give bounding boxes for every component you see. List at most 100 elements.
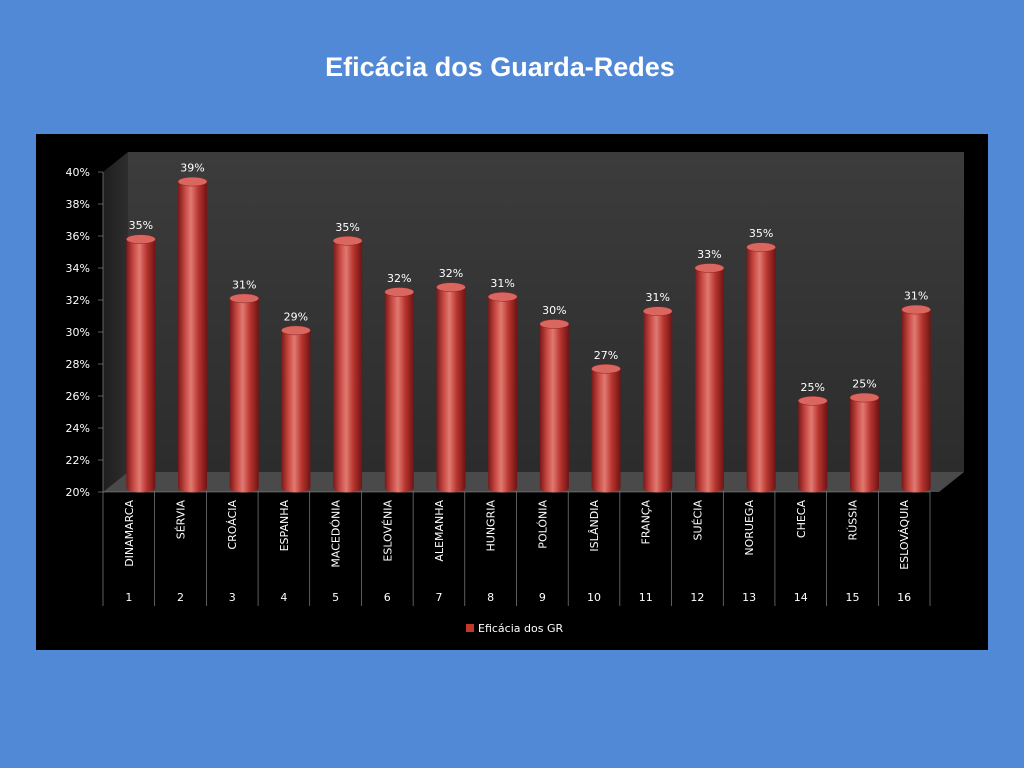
y-tick-label: 40%	[66, 166, 90, 179]
y-tick-label: 34%	[66, 262, 90, 275]
bar-body	[539, 324, 569, 493]
bar-top	[694, 263, 725, 273]
rank-label: 5	[332, 591, 339, 604]
category-label: CROÁCIA	[226, 500, 239, 550]
bar-body	[384, 292, 414, 493]
category-label: DINAMARCA	[123, 500, 136, 567]
bar-body	[901, 309, 931, 493]
rank-label: 3	[229, 591, 236, 604]
bar	[539, 319, 570, 493]
bar	[436, 282, 466, 493]
data-label: 27%	[594, 349, 618, 362]
data-label: 32%	[387, 272, 411, 285]
bar-body	[436, 287, 466, 493]
data-label: 29%	[284, 310, 308, 323]
rank-label: 9	[539, 591, 546, 604]
bar-top	[849, 392, 880, 403]
rank-label: 8	[487, 591, 494, 604]
rank-label: 4	[280, 591, 287, 604]
data-label: 30%	[542, 304, 566, 317]
data-label: 33%	[697, 248, 721, 261]
y-tick-label: 28%	[66, 358, 90, 371]
category-label: SÉRVIA	[175, 500, 188, 540]
rank-label: 10	[587, 591, 601, 604]
bar-body	[488, 296, 518, 493]
category-label: RÚSSIA	[846, 500, 859, 541]
y-tick-label: 36%	[66, 230, 90, 243]
bar	[332, 236, 363, 493]
rank-label: 13	[742, 591, 756, 604]
y-tick-label: 38%	[66, 198, 90, 211]
rank-label: 14	[794, 591, 808, 604]
bar	[746, 242, 776, 493]
bar-top	[798, 396, 828, 406]
bar-top	[901, 304, 931, 315]
bar-body	[746, 247, 776, 493]
y-tick-label: 22%	[66, 454, 90, 467]
bar-top	[539, 319, 570, 329]
data-label: 31%	[904, 290, 928, 303]
bar	[901, 304, 931, 493]
bar	[229, 293, 259, 493]
bar-top	[642, 306, 673, 316]
bar-top	[591, 364, 621, 374]
category-label: ALEMANHA	[433, 500, 446, 562]
bar	[384, 287, 415, 493]
rank-label: 2	[177, 591, 184, 604]
category-label: ISLÂNDIA	[588, 500, 601, 552]
rank-label: 15	[845, 591, 859, 604]
bar-top	[384, 287, 415, 297]
bar-top	[487, 292, 518, 302]
category-label: CHECA	[795, 500, 808, 539]
bar-body	[643, 311, 673, 493]
bar	[281, 325, 311, 493]
y-tick-label: 24%	[66, 422, 90, 435]
category-label: HUNGRIA	[485, 500, 498, 552]
bar-body	[229, 298, 259, 493]
rank-label: 1	[125, 591, 132, 604]
bar-body	[798, 400, 828, 493]
bar	[642, 306, 673, 493]
y-tick-label: 20%	[66, 486, 90, 499]
y-tick-label: 30%	[66, 326, 90, 339]
data-label: 25%	[852, 378, 876, 391]
data-label: 25%	[801, 381, 825, 394]
bar-top	[229, 293, 259, 304]
category-label: FRANÇA	[640, 500, 653, 545]
data-label: 31%	[232, 278, 256, 291]
category-label: NORUEGA	[743, 500, 756, 556]
bar	[487, 292, 518, 493]
category-label: ESLOVÁQUIA	[898, 500, 911, 570]
bar-top	[746, 242, 776, 252]
rank-label: 16	[897, 591, 911, 604]
bar-body	[849, 397, 879, 493]
bar-body	[281, 330, 311, 493]
bar-top	[332, 236, 363, 246]
y-tick-label: 32%	[66, 294, 90, 307]
chart-side-wall	[103, 152, 128, 492]
bar-top	[177, 176, 208, 187]
data-label: 31%	[645, 291, 669, 304]
data-label: 35%	[749, 227, 773, 240]
rank-label: 12	[690, 591, 704, 604]
bar-top	[281, 325, 311, 336]
rank-label: 6	[384, 591, 391, 604]
bar-top	[126, 234, 156, 244]
bar-body	[591, 368, 621, 493]
bar-body	[178, 181, 208, 493]
category-label: SUÉCIA	[691, 500, 704, 541]
bar-body	[126, 239, 156, 493]
bar	[694, 263, 725, 493]
data-label: 35%	[335, 221, 359, 234]
category-label: POLÓNIA	[536, 500, 549, 549]
bar	[177, 176, 208, 493]
bar-chart: 20% 22% 24% 26% 28% 30% 32% 34% 36% 38% 40% 35% 39%…	[66, 152, 964, 635]
bar-body	[694, 268, 724, 493]
legend-swatch	[466, 624, 474, 632]
category-label: ESLOVÉNIA	[381, 500, 394, 562]
data-label: 39%	[180, 162, 204, 175]
category-label: MACEDÓNIA	[330, 500, 343, 568]
bar	[126, 234, 156, 493]
category-label: ESPANHA	[278, 500, 291, 552]
bar	[798, 396, 828, 493]
